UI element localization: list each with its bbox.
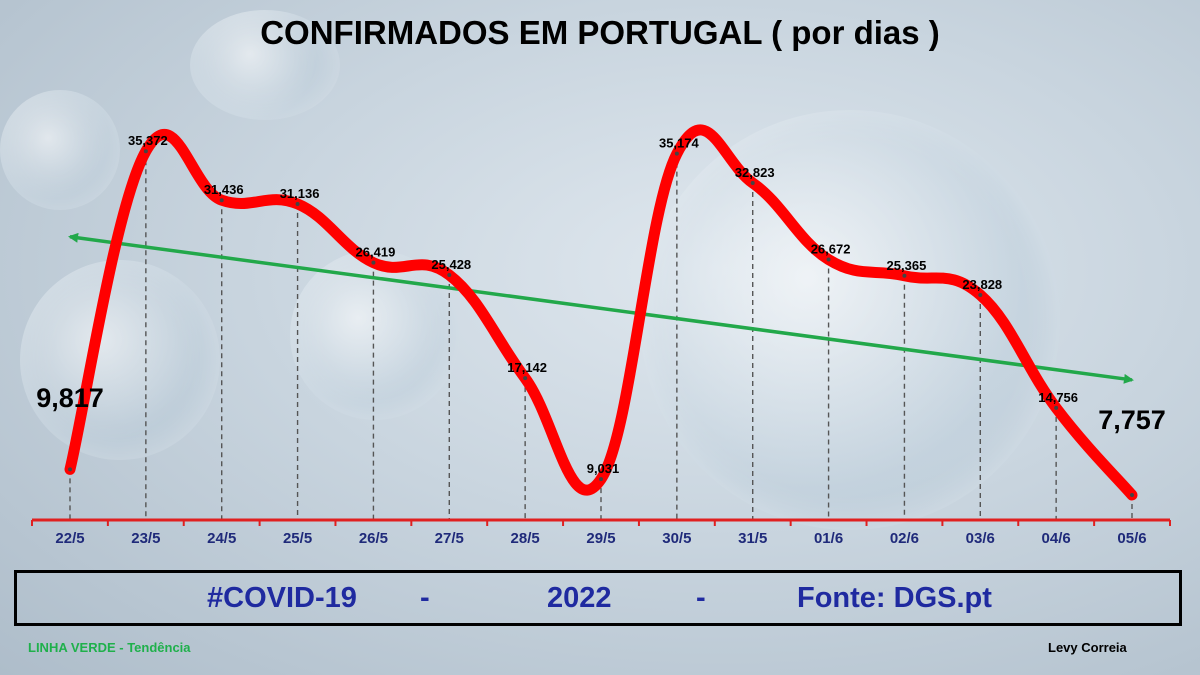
x-tick-label-23/5: 23/5 (131, 530, 160, 547)
data-label-27/5: 25,428 (431, 257, 471, 272)
line-chart: 22/5 23/5 24/5 25/5 26/5 27/5 28/5 29/5 30/5 31/5… (31, 124, 1171, 547)
x-tick-label-28/5: 28/5 (511, 530, 540, 547)
author-credit: Levy Correia (1048, 640, 1127, 655)
data-point-01/6 (826, 257, 831, 262)
data-label-28/5: 17,142 (507, 360, 547, 375)
data-point-03/6 (978, 292, 983, 297)
footer-separator-2: - (696, 582, 706, 614)
data-point-23/5 (143, 149, 148, 154)
virus-bg-4 (190, 10, 340, 120)
trend-line-group (68, 232, 1134, 384)
x-tick-label-26/5: 26/5 (359, 530, 388, 547)
footer-year: 2022 (547, 582, 612, 614)
x-tick-label-03/6: 03/6 (966, 530, 995, 547)
data-label-26/5: 26,419 (356, 245, 396, 260)
data-point-29/5 (599, 477, 603, 482)
x-tick-label-22/5: 22/5 (55, 530, 84, 547)
x-tick-label-29/5: 29/5 (586, 530, 615, 547)
data-point-27/5 (447, 273, 452, 278)
data-point-04/6 (1054, 405, 1059, 410)
data-point-30/5 (674, 151, 679, 156)
data-label-02/6: 25,365 (887, 258, 927, 273)
footer-box (14, 570, 1182, 626)
trend-note: LINHA VERDE - Tendência (28, 640, 191, 655)
x-tick-label-04/6: 04/6 (1042, 530, 1071, 547)
x-axis: 22/5 23/5 24/5 25/5 26/5 27/5 28/5 29/5 30/5 31/5… (31, 518, 1171, 547)
x-tick-label-02/6: 02/6 (890, 530, 919, 547)
data-point-22/5 (68, 467, 72, 472)
data-label-01/6: 26,672 (811, 242, 851, 257)
x-tick-label-25/5: 25/5 (283, 530, 312, 547)
data-point-02/6 (902, 273, 907, 278)
data-point-26/5 (371, 260, 376, 265)
data-label-29/5: 9,031 (587, 461, 620, 476)
data-label-31/5: 32,823 (735, 165, 775, 180)
series-group (64, 124, 1138, 501)
chart-title: CONFIRMADOS EM PORTUGAL ( por dias ) (260, 14, 940, 51)
data-label-30/5: 35,174 (659, 136, 700, 151)
x-tick-label-24/5: 24/5 (207, 530, 236, 547)
footer-source: Fonte: DGS.pt (797, 582, 992, 614)
data-label-25/5: 31,136 (280, 186, 320, 201)
x-tick-label-01/6: 01/6 (814, 530, 843, 547)
data-point-28/5 (523, 376, 528, 381)
data-label-04/6: 14,756 (1038, 390, 1078, 405)
x-tick-label-05/6: 05/6 (1117, 530, 1146, 547)
data-label-22/5: 9,817 (36, 383, 104, 413)
footer-separator-1: - (420, 582, 430, 614)
x-tick-label-31/5: 31/5 (738, 530, 767, 547)
data-label-23/5: 35,372 (128, 133, 168, 148)
data-point-05/6 (1130, 493, 1134, 498)
x-tick-label-30/5: 30/5 (662, 530, 691, 547)
data-label-05/6: 7,757 (1098, 405, 1166, 435)
data-point-24/5 (219, 198, 224, 203)
data-point-31/5 (750, 180, 755, 185)
series-line (64, 124, 1138, 501)
x-tick-label-27/5: 27/5 (435, 530, 464, 547)
data-labels: 9,817 35,372 31,436 31,136 26,419 25,428 17,14… (36, 133, 1166, 476)
trend-line (68, 232, 1134, 384)
footer-hashtag: #COVID-19 (207, 582, 357, 614)
data-label-24/5: 31,436 (204, 182, 244, 197)
data-label-03/6: 23,828 (962, 277, 1002, 292)
data-point-25/5 (295, 201, 300, 206)
virus-bg-5 (0, 90, 120, 210)
